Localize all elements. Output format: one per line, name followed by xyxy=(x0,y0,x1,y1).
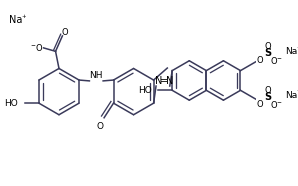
Text: NH: NH xyxy=(89,71,103,80)
Text: Na: Na xyxy=(285,47,297,56)
Text: N: N xyxy=(155,76,162,86)
Text: O$^{-}$: O$^{-}$ xyxy=(270,99,283,110)
Text: O: O xyxy=(265,86,271,95)
Text: $^{+}$: $^{+}$ xyxy=(21,13,27,22)
Text: $^{-}$O: $^{-}$O xyxy=(30,41,44,52)
Text: N: N xyxy=(166,76,173,86)
Text: HO: HO xyxy=(4,99,18,108)
Text: O: O xyxy=(62,28,68,37)
Text: Na: Na xyxy=(9,15,23,25)
Text: O$^{-}$: O$^{-}$ xyxy=(270,55,283,66)
Text: O: O xyxy=(256,100,263,109)
Text: =: = xyxy=(160,76,168,86)
Text: S: S xyxy=(265,49,272,58)
Text: S: S xyxy=(265,92,272,102)
Text: O: O xyxy=(265,42,271,51)
Text: HO: HO xyxy=(138,86,152,95)
Text: Na: Na xyxy=(285,91,297,100)
Text: O: O xyxy=(96,122,103,131)
Text: O: O xyxy=(256,56,263,65)
Text: $^{+}$: $^{+}$ xyxy=(297,89,298,95)
Text: $^{+}$: $^{+}$ xyxy=(297,45,298,51)
